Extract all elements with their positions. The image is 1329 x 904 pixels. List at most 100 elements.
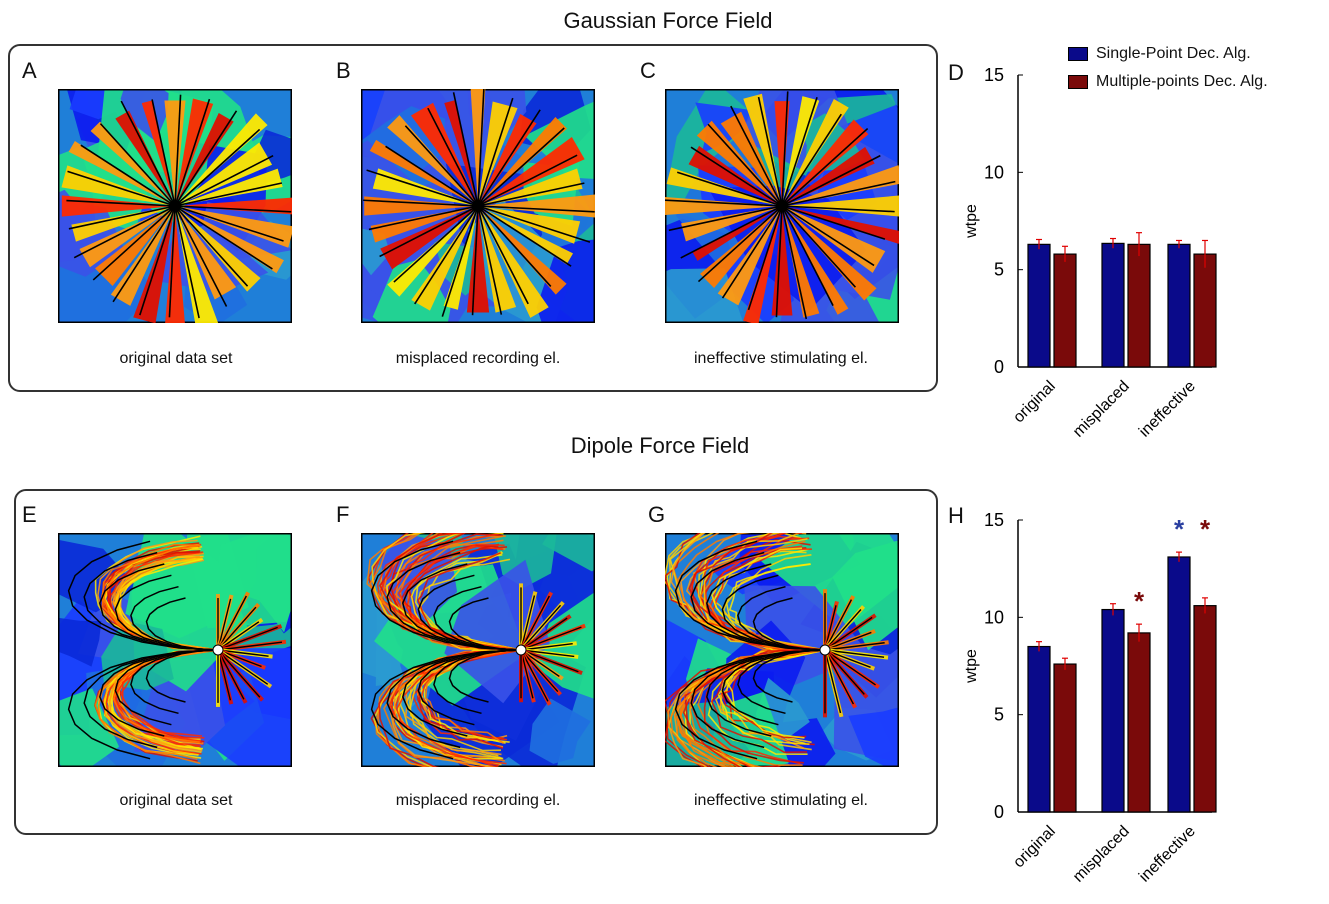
- trajectory-wedge: [387, 206, 478, 297]
- dipole-misplaced-trajectory-image: [361, 533, 595, 767]
- trajectory-wedge: [771, 206, 793, 316]
- trajectory-wedge: [380, 206, 478, 270]
- target-line: [781, 205, 834, 307]
- target-line: [174, 98, 211, 207]
- trajectory-wedge: [175, 142, 273, 206]
- target-line: [520, 649, 579, 673]
- trajectory-wedge: [175, 206, 261, 292]
- trajectory-wedge: [175, 206, 292, 248]
- trajectory-wedge: [782, 195, 899, 217]
- voronoi-cell: [58, 688, 120, 767]
- target-line: [112, 205, 176, 303]
- legend-label-single: Single-Point Dec. Alg.: [1096, 45, 1251, 62]
- target-line: [385, 145, 479, 207]
- target-line: [477, 205, 595, 213]
- panel-letter-d: D: [948, 60, 964, 85]
- center-point: [819, 644, 831, 656]
- panel-letter-c: C: [640, 58, 656, 83]
- target-line: [217, 649, 261, 698]
- voronoi-cell: [801, 113, 864, 172]
- dipole-panel-box: [14, 489, 938, 835]
- bar: [1101, 608, 1125, 813]
- field-border: [58, 533, 292, 767]
- target-line: [477, 205, 572, 267]
- voronoi-cell: [529, 698, 591, 764]
- target-line: [217, 626, 278, 651]
- target-line: [477, 154, 578, 207]
- x-tick-label: misplaced: [1070, 378, 1133, 441]
- center-point: [169, 200, 181, 212]
- trajectory-wedge: [478, 168, 583, 206]
- target-line: [680, 205, 783, 259]
- trajectory-wedge: [175, 113, 268, 206]
- gaussian-panel-box: [8, 44, 938, 392]
- center-point: [212, 644, 224, 656]
- voronoi-cell: [361, 228, 391, 276]
- target-line: [781, 127, 869, 207]
- trajectory-wedge: [61, 195, 176, 217]
- x-tick-label: misplaced: [1070, 823, 1133, 886]
- voronoi-cell: [665, 268, 744, 323]
- voronoi-cell: [848, 707, 899, 767]
- target-line: [665, 199, 783, 207]
- bar: [1127, 632, 1151, 813]
- trajectory-wedge: [782, 206, 849, 315]
- bar-chart-d: 0 5 10 15 wtpe original misplaced ineffective: [963, 65, 1217, 441]
- voronoi-cell: [536, 239, 595, 323]
- trajectory-path: [699, 540, 826, 651]
- target-line: [441, 205, 479, 317]
- trajectory-wedge: [90, 121, 175, 206]
- panel-letter-g: G: [648, 502, 666, 527]
- target-line: [174, 182, 283, 207]
- target-line: [824, 649, 854, 705]
- gaussian-misplaced-trajectory-image: [361, 89, 595, 323]
- target-line: [781, 154, 881, 207]
- target-line: [824, 649, 865, 695]
- target-line: [697, 205, 783, 283]
- trajectory-wedge: [141, 100, 175, 206]
- target-curve: [674, 649, 826, 760]
- target-line: [174, 205, 284, 242]
- trajectory-wedge: [478, 116, 568, 206]
- bar: [1127, 243, 1151, 368]
- target-line: [477, 109, 541, 207]
- trajectory-path: [728, 563, 826, 651]
- voronoi-cell: [215, 533, 292, 633]
- trajectory-wedge: [782, 206, 820, 318]
- trajectory-path: [669, 533, 826, 651]
- panel-letter-a: A: [22, 58, 37, 83]
- target-line: [363, 199, 479, 207]
- trajectory-wedge: [71, 206, 175, 242]
- target-line: [477, 182, 585, 207]
- target-line: [151, 99, 176, 207]
- significance-star: *: [1200, 514, 1211, 544]
- target-line: [368, 205, 479, 231]
- dipole-title: Dipole Force Field: [570, 433, 750, 458]
- target-line: [217, 606, 257, 651]
- target-line: [824, 649, 842, 714]
- y-tick-label: 10: [984, 607, 1004, 627]
- legend-label-multiple: Multiple-points Dec. Alg.: [1096, 73, 1268, 90]
- target-line: [781, 205, 808, 320]
- trajectory-wedge: [743, 93, 782, 206]
- voronoi-cell: [832, 540, 899, 651]
- trajectory-wedge: [478, 206, 517, 313]
- center-point: [776, 200, 788, 212]
- x-tick-label: original: [1010, 823, 1059, 872]
- target-line: [67, 170, 176, 207]
- target-line: [217, 641, 283, 651]
- target-line: [174, 205, 200, 319]
- target-line: [520, 643, 573, 651]
- trajectory-path: [395, 649, 522, 765]
- target-line: [781, 205, 886, 240]
- dipole-original-trajectory-image: [58, 533, 292, 767]
- target-line: [168, 205, 176, 318]
- target-line: [520, 595, 550, 651]
- target-line: [520, 649, 559, 692]
- trajectory-wedge: [782, 165, 899, 206]
- gaussian-title: Gaussian Force Field: [563, 8, 773, 33]
- trajectory-wedge: [115, 110, 175, 206]
- target-line: [730, 105, 783, 207]
- target-curve: [67, 540, 219, 651]
- trajectory-wedge: [372, 168, 478, 206]
